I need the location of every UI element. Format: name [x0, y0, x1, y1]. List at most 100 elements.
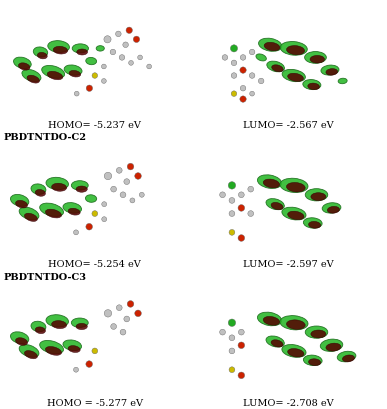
Ellipse shape — [280, 316, 308, 330]
Text: HOMO= -5.237 eV: HOMO= -5.237 eV — [48, 121, 141, 130]
Ellipse shape — [305, 189, 328, 201]
Ellipse shape — [74, 367, 79, 372]
Ellipse shape — [63, 203, 82, 214]
Ellipse shape — [24, 351, 38, 359]
Ellipse shape — [111, 187, 116, 193]
Ellipse shape — [102, 217, 107, 222]
Ellipse shape — [305, 52, 326, 64]
Ellipse shape — [101, 79, 106, 84]
Ellipse shape — [240, 86, 246, 92]
Ellipse shape — [267, 62, 284, 73]
Ellipse shape — [311, 193, 326, 201]
Ellipse shape — [104, 310, 112, 317]
Ellipse shape — [249, 50, 255, 56]
Ellipse shape — [24, 214, 38, 222]
Ellipse shape — [310, 56, 325, 64]
Ellipse shape — [120, 192, 126, 198]
Ellipse shape — [282, 70, 305, 83]
Ellipse shape — [327, 207, 339, 213]
Text: LUMO= -2.708 eV: LUMO= -2.708 eV — [243, 398, 334, 407]
Ellipse shape — [259, 79, 264, 85]
Ellipse shape — [92, 211, 98, 217]
Ellipse shape — [104, 173, 112, 180]
Ellipse shape — [282, 208, 306, 220]
Ellipse shape — [272, 65, 283, 73]
Ellipse shape — [326, 343, 341, 351]
Text: LUMO= -2.567 eV: LUMO= -2.567 eV — [243, 121, 334, 130]
Ellipse shape — [271, 340, 283, 347]
Ellipse shape — [10, 195, 29, 207]
Ellipse shape — [116, 168, 122, 174]
Ellipse shape — [240, 68, 246, 74]
Ellipse shape — [320, 339, 343, 352]
Ellipse shape — [15, 338, 27, 346]
Ellipse shape — [48, 42, 69, 53]
Ellipse shape — [40, 341, 63, 354]
Ellipse shape — [288, 74, 303, 82]
Ellipse shape — [27, 76, 39, 84]
Ellipse shape — [110, 50, 116, 56]
Ellipse shape — [101, 65, 106, 70]
Ellipse shape — [74, 92, 79, 97]
Ellipse shape — [238, 372, 245, 379]
Ellipse shape — [257, 175, 282, 189]
Ellipse shape — [248, 211, 253, 217]
Ellipse shape — [286, 320, 305, 330]
Ellipse shape — [250, 92, 255, 97]
Ellipse shape — [231, 74, 237, 79]
Ellipse shape — [303, 80, 321, 90]
Ellipse shape — [138, 56, 142, 61]
Ellipse shape — [116, 305, 122, 311]
Ellipse shape — [238, 192, 244, 198]
Ellipse shape — [46, 315, 68, 327]
Ellipse shape — [303, 355, 322, 366]
Ellipse shape — [126, 28, 132, 34]
Ellipse shape — [45, 210, 62, 218]
Ellipse shape — [308, 222, 321, 229]
Ellipse shape — [286, 47, 305, 56]
Ellipse shape — [123, 43, 128, 48]
Text: HOMO= -5.254 eV: HOMO= -5.254 eV — [48, 260, 141, 269]
Ellipse shape — [15, 201, 27, 209]
Ellipse shape — [69, 71, 81, 78]
Ellipse shape — [259, 39, 282, 52]
Ellipse shape — [288, 349, 304, 357]
Ellipse shape — [127, 301, 134, 308]
Ellipse shape — [240, 97, 246, 103]
Ellipse shape — [220, 329, 226, 335]
Text: PBDTNTDO-C2: PBDTNTDO-C2 — [4, 133, 87, 142]
Ellipse shape — [38, 53, 47, 60]
Ellipse shape — [31, 321, 46, 332]
Ellipse shape — [321, 66, 339, 76]
Ellipse shape — [220, 192, 226, 198]
Ellipse shape — [19, 345, 39, 357]
Ellipse shape — [308, 359, 321, 366]
Ellipse shape — [86, 361, 92, 367]
Ellipse shape — [266, 336, 284, 347]
Ellipse shape — [63, 340, 82, 351]
Ellipse shape — [264, 43, 280, 52]
Ellipse shape — [51, 184, 67, 192]
Ellipse shape — [238, 329, 244, 335]
Ellipse shape — [71, 318, 88, 328]
Ellipse shape — [231, 61, 237, 67]
Ellipse shape — [45, 347, 62, 355]
Ellipse shape — [139, 193, 144, 198]
Ellipse shape — [238, 235, 245, 242]
Ellipse shape — [68, 209, 80, 216]
Ellipse shape — [19, 64, 30, 71]
Ellipse shape — [22, 70, 41, 83]
Ellipse shape — [102, 202, 107, 207]
Ellipse shape — [86, 195, 97, 203]
Ellipse shape — [76, 187, 87, 193]
Ellipse shape — [104, 37, 111, 44]
Ellipse shape — [338, 79, 347, 85]
Ellipse shape — [342, 355, 354, 362]
Ellipse shape — [92, 74, 98, 79]
Ellipse shape — [127, 164, 134, 171]
Ellipse shape — [72, 45, 89, 54]
Ellipse shape — [124, 316, 130, 322]
Ellipse shape — [116, 32, 121, 38]
Ellipse shape — [231, 92, 237, 97]
Ellipse shape — [282, 345, 306, 357]
